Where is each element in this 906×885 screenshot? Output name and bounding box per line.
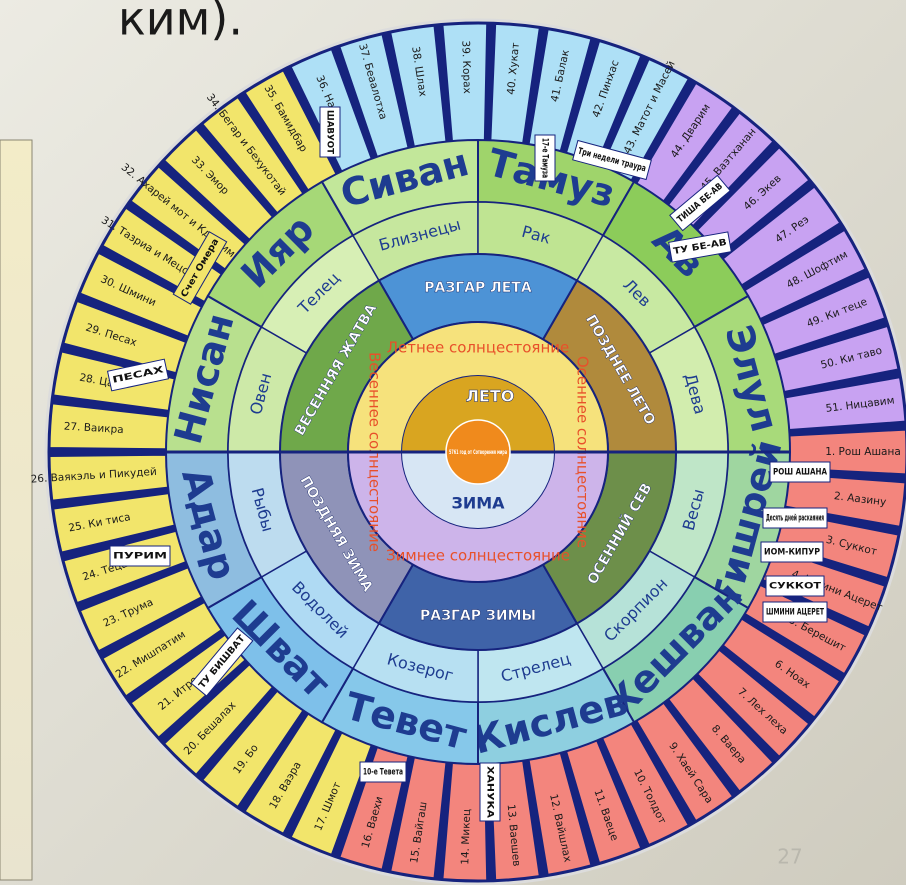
holiday: СУККОТ (766, 576, 824, 596)
holiday-label: РОШ АШАНА (773, 468, 827, 478)
holiday-label: ШАВУОТ (325, 110, 335, 155)
holiday: ИОМ-КИПУР (761, 542, 823, 562)
season-label: РАЗГАР ЗИМЫ (420, 608, 536, 624)
portion-label: 39. Корах (459, 40, 473, 94)
solstice-label: Летнее солнцестояние (387, 339, 570, 357)
holiday-label: ИОМ-КИПУР (764, 548, 820, 558)
portion-label: 1. Рош Ашана (825, 446, 901, 458)
slide: ким). 1. Рош Ашана2. Аазину3. Суккот4. Ш… (0, 0, 906, 885)
page-number: 27 (777, 845, 802, 869)
holiday: РОШ АШАНА (770, 462, 830, 482)
page: ким). 1. Рош Ашана2. Аазину3. Суккот4. Ш… (0, 0, 906, 885)
center-summer-label: ЛЕТО (466, 387, 515, 406)
solstice-label: Зимнее солнцестояние (386, 547, 570, 565)
holiday-label: СУККОТ (769, 582, 822, 592)
center-winter-label: ЗИМА (451, 494, 505, 513)
holiday: ХАНУКА (480, 763, 500, 821)
slide-title: ким). (118, 0, 243, 46)
holiday-label: Десять дней раскаяния (766, 514, 824, 524)
portion-label: 14. Микец (459, 809, 473, 865)
holiday: 17-е Тамуза (535, 135, 555, 181)
holiday: ПУРИМ (110, 546, 170, 566)
holiday-label: 10-е Тевета (363, 768, 403, 778)
holiday-label: ПУРИМ (113, 552, 167, 562)
holiday-label: ХАНУКА (485, 766, 495, 818)
holiday: ШМИНИ АЦЕРЕТ (763, 602, 827, 622)
holiday-label: ШМИНИ АЦЕРЕТ (766, 608, 825, 618)
season-label: РАЗГАР ЛЕТА (424, 280, 532, 296)
holiday-label: 17-е Тамуза (540, 138, 550, 178)
holiday: 10-е Тевета (360, 762, 406, 782)
center-year: 5761 год от Сотворения мира (449, 448, 507, 456)
holiday: ШАВУОТ (320, 107, 340, 157)
holiday: Десять дней раскаяния (763, 508, 827, 528)
side-photo (0, 140, 32, 880)
